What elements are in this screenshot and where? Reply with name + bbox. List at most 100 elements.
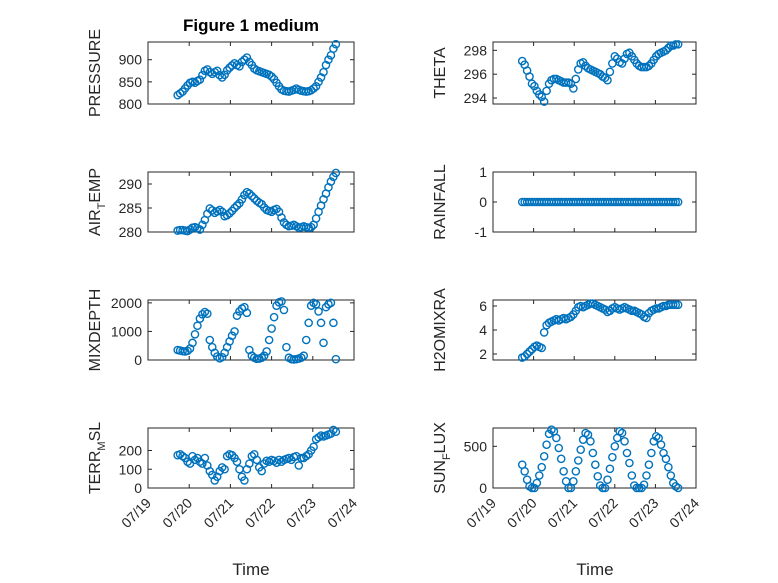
- subplot-5: 0 1000 2000 MIXDEPTH: [87, 289, 355, 371]
- data-point: [554, 443, 564, 453]
- data-point: [230, 327, 239, 336]
- data-point: [525, 72, 534, 81]
- data-point: [664, 462, 673, 472]
- data-point: [195, 75, 205, 84]
- data-point: [673, 483, 683, 493]
- data-point: [257, 353, 267, 363]
- y-axis-label-text: SL: [87, 422, 104, 442]
- data-point: [644, 460, 654, 469]
- data-point: [237, 195, 247, 204]
- data-point: [537, 462, 547, 472]
- data-point: [203, 65, 212, 74]
- data-point: [282, 342, 291, 352]
- y-axis-label-subscript: M: [96, 441, 108, 450]
- y-axis-label: SUNFLUX: [432, 422, 453, 494]
- y-tick-label: 280: [119, 224, 143, 240]
- data-point: [566, 79, 576, 89]
- y-axis-label-text: TERR: [87, 451, 104, 495]
- data-point: [329, 44, 338, 53]
- y-tick-label: 296: [464, 66, 488, 82]
- data-point: [610, 52, 620, 61]
- data-point: [610, 442, 620, 451]
- data-point: [622, 448, 632, 458]
- data-point: [671, 40, 681, 49]
- data-point: [331, 427, 341, 437]
- data-point: [617, 428, 627, 438]
- data-point: [326, 298, 336, 308]
- y-tick-label: 0: [134, 352, 142, 368]
- data-point: [520, 352, 529, 361]
- x-tick-label: 07/21: [544, 495, 580, 531]
- data-point: [608, 452, 617, 462]
- data-point: [190, 455, 200, 465]
- data-point: [561, 78, 571, 87]
- x-tick-label: 07/20: [159, 495, 195, 531]
- y-tick-label: 1: [479, 164, 487, 180]
- data-point: [331, 39, 341, 49]
- y-tick-label: 900: [119, 52, 143, 68]
- data-point: [598, 483, 607, 493]
- data-point: [625, 458, 634, 468]
- x-axis-label-right: Time: [576, 560, 613, 579]
- y-tick-label: 2000: [111, 295, 142, 311]
- data-point: [240, 476, 249, 485]
- data-point: [222, 210, 232, 220]
- data-point: [668, 197, 678, 207]
- data-point: [331, 354, 341, 364]
- subplot-7: 0 100 200 07/19 07/20 07/21 07/22 07/23 07/24 TER…: [87, 422, 360, 531]
- y-tick-label: 2: [479, 346, 487, 362]
- data-point: [242, 308, 252, 318]
- data-point: [605, 464, 615, 474]
- x-tick-label: 07/19: [463, 495, 499, 531]
- data-point: [267, 72, 276, 81]
- x-tick-label: 07/20: [504, 495, 540, 531]
- data-point: [527, 483, 537, 493]
- data-point: [522, 349, 532, 359]
- data-point: [301, 451, 311, 461]
- y-tick-label: 290: [119, 176, 143, 192]
- data-point: [299, 351, 309, 361]
- data-point: [539, 452, 549, 461]
- data-point: [215, 70, 224, 80]
- data-point: [632, 483, 642, 493]
- data-point: [304, 318, 313, 328]
- data-point: [222, 66, 232, 75]
- subplot-3: 280 285 290 AIRTEMP: [87, 168, 355, 240]
- data-point: [200, 453, 210, 463]
- y-tick-label: 294: [464, 90, 488, 106]
- data-point: [542, 440, 551, 449]
- y-axis-label: THETA: [432, 47, 449, 99]
- data-point: [306, 222, 316, 232]
- data-point: [217, 463, 227, 472]
- data-point: [566, 312, 576, 322]
- data-point: [549, 74, 559, 84]
- y-tick-label: 800: [119, 96, 143, 112]
- y-axis-label: AIRTEMP: [87, 168, 108, 236]
- data-point: [664, 43, 673, 53]
- data-point: [309, 442, 318, 452]
- data-point: [573, 456, 583, 465]
- data-point: [586, 437, 595, 446]
- data-point: [642, 313, 651, 323]
- data-point: [571, 467, 581, 476]
- data-point: [279, 305, 289, 315]
- data-point: [642, 471, 651, 480]
- data-point: [319, 338, 328, 348]
- data-point: [588, 448, 598, 458]
- x-tick-label: 07/22: [585, 495, 621, 531]
- subplot-grid: 800 850 900 PRESSURE 294 296 298 THETA 280 285 290…: [87, 29, 702, 531]
- data-point: [527, 79, 537, 89]
- data-point: [673, 300, 683, 310]
- data-point: [542, 86, 551, 96]
- data-point: [311, 299, 321, 309]
- x-tick-label: 07/21: [200, 495, 236, 531]
- data-point: [220, 70, 229, 80]
- data-point: [178, 451, 187, 461]
- y-tick-label: 298: [464, 42, 488, 58]
- y-axis-label-text: H2OMIXRA: [432, 288, 449, 372]
- data-point: [296, 353, 306, 363]
- y-axis-label-subscript: F: [441, 453, 453, 460]
- data-point: [195, 225, 205, 234]
- x-tick-label: 07/22: [242, 495, 278, 531]
